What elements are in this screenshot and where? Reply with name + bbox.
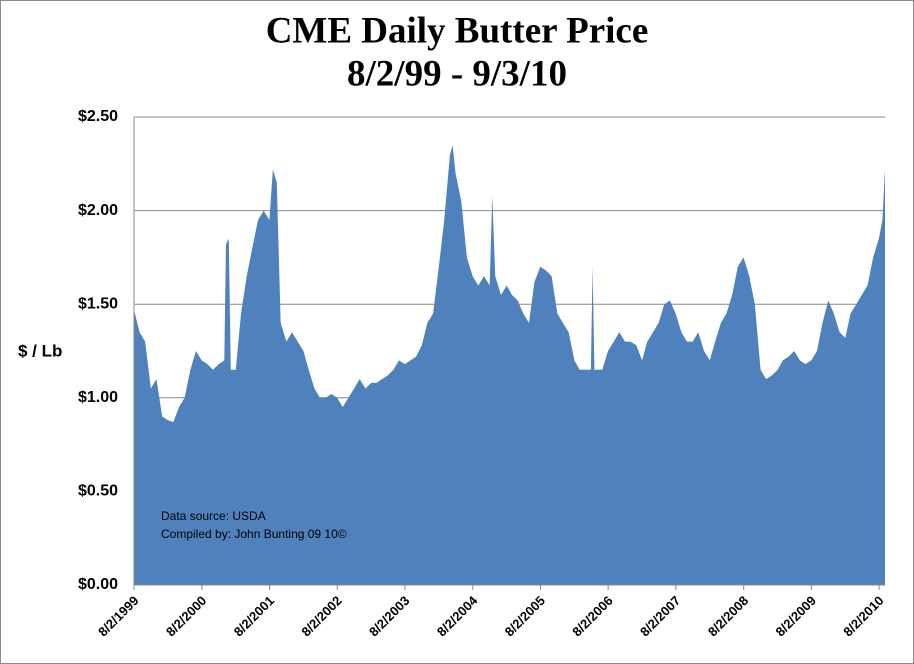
y-tick-label: $2.00 xyxy=(78,202,118,219)
chart-subtitle: 8/2/99 - 9/3/10 xyxy=(347,53,567,94)
y-tick-label: $1.00 xyxy=(78,389,118,406)
y-tick-label: $0.50 xyxy=(78,483,118,500)
area xyxy=(134,145,885,585)
y-tick-label: $1.50 xyxy=(78,295,118,312)
chart-title: CME Daily Butter Price xyxy=(266,10,649,51)
y-axis-label: $ / Lb xyxy=(18,341,62,360)
y-tick-label: $0.00 xyxy=(78,576,118,593)
annotation: Compiled by: John Bunting 09 10© xyxy=(161,527,347,541)
annotation: Data source: USDA xyxy=(161,509,266,523)
y-tick-label: $2.50 xyxy=(78,108,118,125)
